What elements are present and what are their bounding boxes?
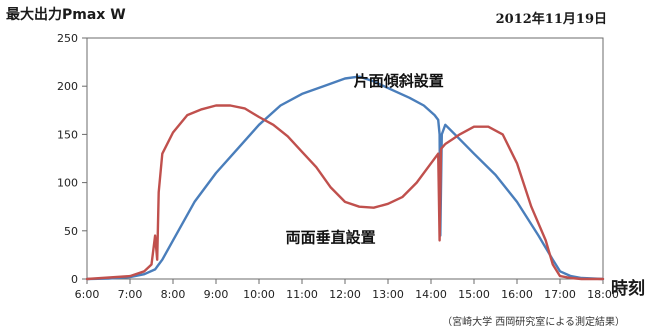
x-tick-label: 6:00: [75, 288, 100, 301]
series-annotation: 両面垂直設置: [286, 228, 376, 246]
x-tick-label: 18:00: [587, 288, 619, 301]
x-tick-label: 12:00: [329, 288, 361, 301]
y-tick-label: 200: [57, 80, 78, 93]
x-tick-label: 8:00: [161, 288, 186, 301]
series-line: [85, 104, 605, 281]
series-line: [85, 75, 605, 281]
y-tick-label: 150: [57, 128, 78, 141]
x-axis-label: 時刻: [611, 279, 645, 299]
x-tick-label: 14:00: [415, 288, 447, 301]
y-axis-label: 最大出力Pmax W: [6, 7, 126, 23]
date-label: 2012年11月19日: [495, 12, 607, 27]
x-tick-label: 13:00: [372, 288, 404, 301]
y-tick-label: 0: [71, 273, 78, 286]
source-note: （宮崎大学 西岡研究室による測定結果）: [442, 317, 625, 328]
y-tick-label: 250: [57, 32, 78, 45]
x-tick-label: 7:00: [118, 288, 143, 301]
x-tick-label: 17:00: [544, 288, 576, 301]
series-annotation: 片面傾斜設置: [354, 72, 444, 90]
x-tick-label: 10:00: [243, 288, 275, 301]
y-tick-label: 50: [64, 225, 78, 238]
x-tick-label: 15:00: [458, 288, 490, 301]
x-tick-label: 11:00: [286, 288, 318, 301]
x-tick-label: 16:00: [501, 288, 533, 301]
x-tick-label: 9:00: [204, 288, 229, 301]
y-tick-label: 100: [57, 177, 78, 190]
